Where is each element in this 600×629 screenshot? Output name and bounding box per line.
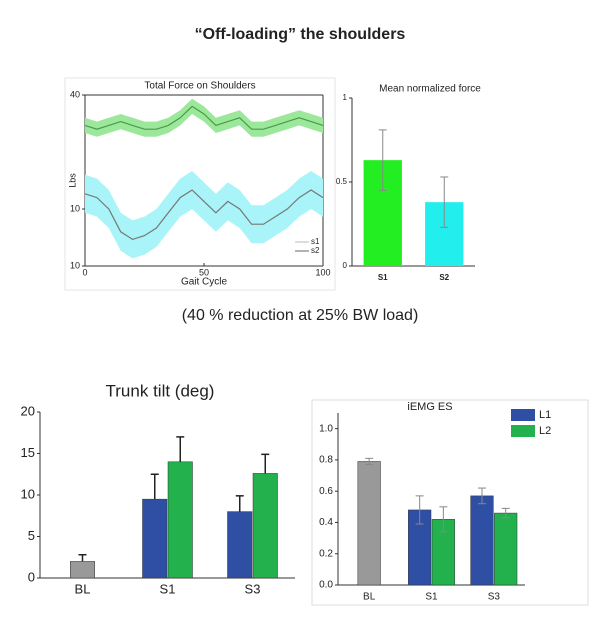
bar	[227, 511, 253, 579]
x-tick-label: BL	[75, 581, 91, 596]
chart-title: iEMG ES	[407, 401, 452, 413]
legend-label: L2	[539, 425, 551, 437]
chart-frame	[64, 77, 336, 291]
bar	[470, 495, 494, 586]
y-tick-label: 1	[343, 93, 348, 102]
x-tick-label: S1	[425, 592, 438, 603]
line	[84, 105, 324, 130]
slide-title: “Off-loading” the shoulders	[195, 26, 406, 43]
y-tick-label: 15	[21, 445, 35, 460]
legend-label: s1	[311, 237, 320, 246]
bar	[252, 473, 278, 579]
y-tick-label: 10	[21, 486, 35, 501]
x-tick-label: S1	[160, 581, 176, 596]
y-tick-label: 10	[70, 260, 80, 270]
x-tick-label: 0	[82, 267, 87, 277]
chart-title: Total Force on Shoulders	[144, 81, 255, 92]
y-tick-label: 0.4	[319, 517, 333, 528]
y-tick-label: 5	[28, 528, 35, 543]
y-tick-label: 1.0	[319, 423, 333, 434]
band	[85, 171, 323, 259]
bar	[357, 461, 381, 586]
y-tick-label: 20	[21, 403, 35, 418]
y-tick-label: 0.8	[319, 455, 333, 466]
chart-title: Mean normalized force	[379, 84, 481, 95]
y-tick-label: 40	[70, 89, 80, 99]
chart-frame	[311, 399, 589, 606]
y-axis-label: Lbs	[67, 173, 77, 188]
legend-swatch	[511, 425, 535, 437]
x-tick-label: S3	[245, 581, 261, 596]
bar	[167, 461, 193, 579]
y-tick-label: 0	[28, 569, 35, 584]
y-tick-label: 0.6	[319, 486, 333, 497]
x-tick-label: S1	[378, 273, 388, 282]
y-tick-label: 0.5	[336, 177, 348, 186]
line	[84, 189, 324, 241]
bar	[142, 498, 168, 579]
chart-title: Trunk tilt (deg)	[106, 381, 215, 400]
y-tick-label: 0.0	[319, 580, 333, 591]
x-tick-label: S2	[439, 273, 449, 282]
legend-swatch	[511, 409, 535, 421]
x-tick-label: 50	[199, 267, 209, 277]
x-tick-label: BL	[363, 592, 376, 603]
caption: (40 % reduction at 25% BW load)	[182, 307, 419, 324]
band	[85, 98, 323, 137]
y-tick-label: 10	[70, 203, 80, 213]
legend-label: s2	[311, 246, 320, 255]
bar	[494, 512, 518, 586]
bar	[70, 561, 95, 579]
y-tick-label: 0	[343, 261, 348, 270]
y-tick-label: 0.2	[319, 548, 333, 559]
legend-label: L1	[539, 409, 551, 421]
x-tick-label: 100	[315, 267, 330, 277]
x-tick-label: S3	[488, 592, 501, 603]
x-axis-label: Gait Cycle	[181, 277, 228, 288]
